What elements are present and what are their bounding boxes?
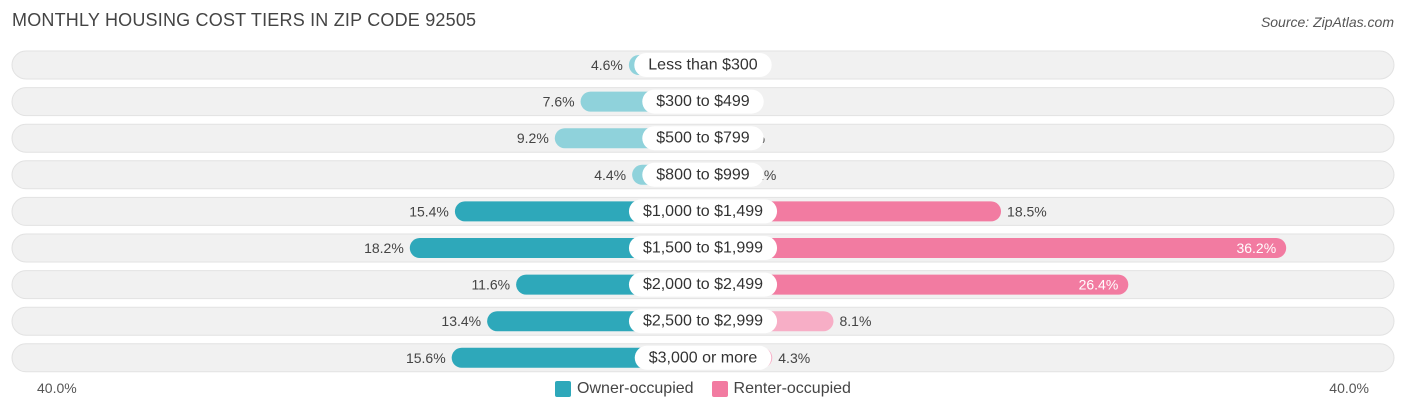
chart-source: Source: ZipAtlas.com bbox=[1260, 14, 1394, 30]
data-label-owner: 13.4% bbox=[441, 313, 481, 329]
bar-renter bbox=[703, 274, 1129, 295]
data-label-owner: 7.6% bbox=[543, 94, 575, 110]
legend-item-owner: Owner-occupied bbox=[555, 380, 694, 398]
data-label-renter: 36.2% bbox=[1236, 240, 1276, 256]
data-label-owner: 15.4% bbox=[409, 203, 449, 219]
axis-right-label: 40.0% bbox=[1329, 380, 1369, 396]
category-pill bbox=[628, 309, 778, 334]
category-pill bbox=[628, 199, 778, 224]
data-label-owner: 4.6% bbox=[591, 57, 623, 73]
legend-swatch-owner bbox=[555, 381, 572, 397]
category-label: $800 to $999 bbox=[656, 166, 750, 183]
data-label-renter: 26.4% bbox=[1079, 277, 1119, 293]
bar-owner bbox=[409, 238, 703, 258]
data-label-owner: 9.2% bbox=[517, 130, 549, 146]
category-pill bbox=[642, 126, 764, 151]
legend-swatch-renter bbox=[711, 381, 728, 397]
legend-item-renter: Renter-occupied bbox=[711, 380, 851, 398]
category-pill bbox=[628, 272, 778, 297]
chart-title: MONTHLY HOUSING COST TIERS IN ZIP CODE 9… bbox=[12, 10, 477, 30]
category-pill bbox=[642, 89, 764, 114]
category-pill bbox=[634, 345, 772, 370]
category-label: $2,000 to $2,499 bbox=[643, 276, 763, 293]
category-label: $300 to $499 bbox=[656, 93, 750, 110]
category-label: $1,500 to $1,999 bbox=[643, 240, 763, 257]
axis-left-label: 40.0% bbox=[37, 380, 77, 396]
data-label-renter: 18.5% bbox=[1007, 203, 1047, 219]
category-pill bbox=[634, 53, 772, 77]
bar-renter bbox=[703, 238, 1287, 258]
category-pill bbox=[642, 162, 764, 187]
data-label-owner: 4.4% bbox=[594, 167, 626, 183]
category-label: $1,000 to $1,499 bbox=[643, 203, 763, 220]
data-label-renter: 4.3% bbox=[778, 350, 810, 366]
data-label-owner: 11.6% bbox=[471, 277, 510, 293]
bar-renter bbox=[703, 201, 1002, 222]
data-label-owner: 15.6% bbox=[406, 350, 446, 366]
legend: Owner-occupied Renter-occupied bbox=[0, 378, 1406, 400]
legend-label-owner: Owner-occupied bbox=[577, 380, 694, 397]
category-pill bbox=[628, 236, 778, 260]
category-label: $3,000 or more bbox=[649, 349, 758, 366]
data-label-owner: 18.2% bbox=[364, 240, 404, 256]
legend-label-renter: Renter-occupied bbox=[733, 380, 851, 397]
category-label: $500 to $799 bbox=[656, 130, 750, 147]
category-label: Less than $300 bbox=[648, 57, 758, 74]
data-label-renter: 8.1% bbox=[839, 313, 871, 329]
category-label: $2,500 to $2,999 bbox=[643, 313, 763, 330]
